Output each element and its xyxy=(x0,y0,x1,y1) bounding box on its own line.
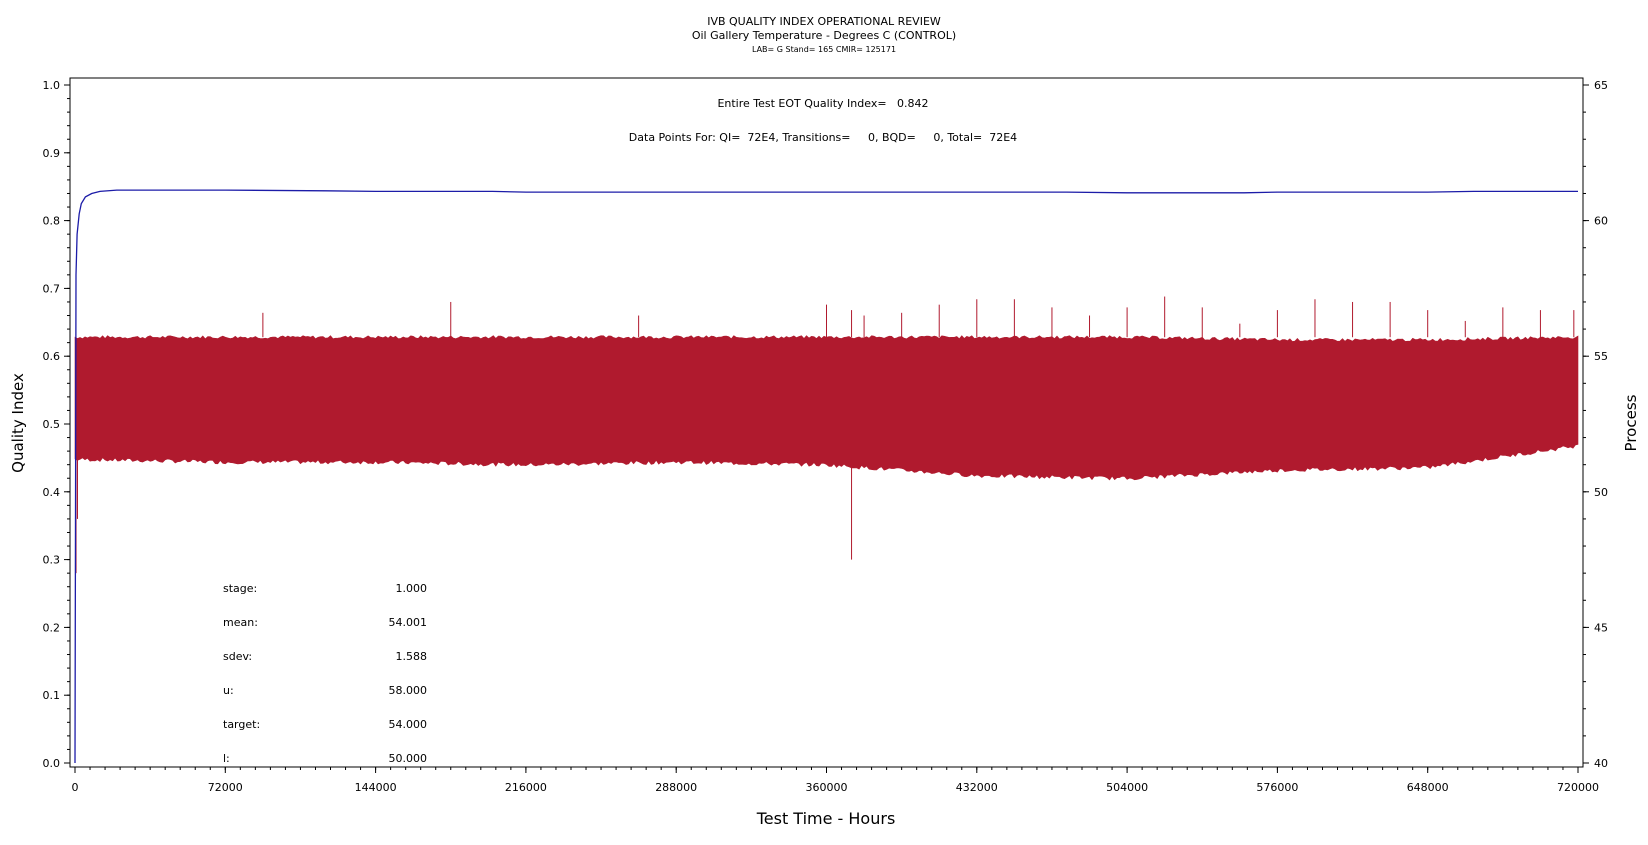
y-right-tick-label: 50 xyxy=(1594,486,1608,499)
process-band xyxy=(74,335,1579,481)
stats-table: stage: 1.000 mean: 54.001 sdev: 1.588 u: 58.000… xyxy=(223,582,427,765)
y-left-tick-label: 0.3 xyxy=(43,554,61,567)
chart-subtitle: Oil Gallery Temperature - Degrees C (CON… xyxy=(692,29,956,42)
stat-label: stage: xyxy=(223,582,257,595)
data-points-annotation: Data Points For: QI= 72E4, Transitions= … xyxy=(629,131,1017,144)
chart-subtitle-2: LAB= G Stand= 165 CMIR= 125171 xyxy=(752,45,896,54)
y-left-tick-label: 0.2 xyxy=(43,621,61,634)
axes: 0.0 0.1 0.2 0.3 0.4 0.5 0.6 0.7 0.8 0.9 1.0 40 45 50 5… xyxy=(43,79,1609,794)
y-axis-label-left: Quality Index xyxy=(9,373,27,473)
quality-index-line xyxy=(74,189,1578,764)
y-left-tick-label: 1.0 xyxy=(43,79,61,92)
y-right-tick-label: 40 xyxy=(1594,757,1608,770)
y-left-tick-label: 0.1 xyxy=(43,689,61,702)
y-right-tick-label: 45 xyxy=(1594,621,1608,634)
stat-value: 50.000 xyxy=(389,752,428,765)
y-right-tick-label: 55 xyxy=(1594,350,1608,363)
stat-value: 54.001 xyxy=(389,616,428,629)
y-left-tick-label: 0.9 xyxy=(43,147,61,160)
stat-label: u: xyxy=(223,684,234,697)
y-left-tick-label: 0.8 xyxy=(43,215,61,228)
x-tick-label: 648000 xyxy=(1407,781,1449,794)
x-tick-label: 720000 xyxy=(1557,781,1599,794)
x-tick-label: 216000 xyxy=(505,781,547,794)
chart-title: IVB QUALITY INDEX OPERATIONAL REVIEW xyxy=(707,15,941,28)
stat-value: 1.000 xyxy=(396,582,428,595)
quality-index-annotation: Entire Test EOT Quality Index= 0.842 xyxy=(717,97,928,110)
x-tick-label: 504000 xyxy=(1106,781,1148,794)
x-tick-label: 360000 xyxy=(806,781,848,794)
stat-value: 54.000 xyxy=(389,718,428,731)
stat-label: target: xyxy=(223,718,260,731)
stat-label: sdev: xyxy=(223,650,252,663)
x-tick-label: 432000 xyxy=(956,781,998,794)
y-left-tick-label: 0.6 xyxy=(43,350,61,363)
x-tick-label: 288000 xyxy=(655,781,697,794)
x-tick-label: 144000 xyxy=(355,781,397,794)
stat-label: mean: xyxy=(223,616,258,629)
x-tick-label: 72000 xyxy=(208,781,243,794)
stat-label: l: xyxy=(223,752,230,765)
y-right-tick-label: 60 xyxy=(1594,215,1608,228)
y-left-tick-label: 0.7 xyxy=(43,282,61,295)
y-right-tick-label: 65 xyxy=(1594,79,1608,92)
y-axis-label-right: Process xyxy=(1622,394,1640,451)
y-left-tick-label: 0.4 xyxy=(43,486,61,499)
stat-value: 58.000 xyxy=(389,684,428,697)
plot-area xyxy=(74,189,1579,764)
x-tick-label: 576000 xyxy=(1256,781,1298,794)
y-left-tick-label: 0.0 xyxy=(43,757,61,770)
y-left-tick-label: 0.5 xyxy=(43,418,61,431)
x-tick-label: 0 xyxy=(72,781,79,794)
stat-value: 1.588 xyxy=(396,650,428,663)
x-axis-label: Test Time - Hours xyxy=(756,809,896,828)
